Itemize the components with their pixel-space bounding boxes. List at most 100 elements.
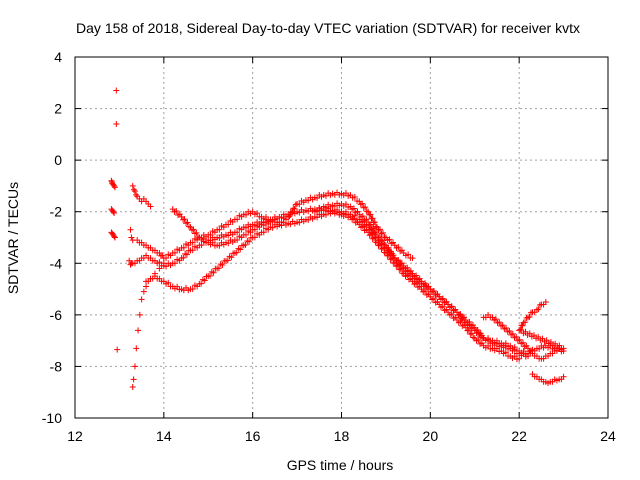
data-point [351,212,358,219]
data-point [516,336,523,343]
data-point [485,336,492,343]
data-point [171,249,178,256]
data-point [286,213,293,220]
y-tick-label: -10 [42,410,62,426]
data-point [542,298,549,305]
data-point [475,336,482,343]
data-point [224,257,231,264]
data-point [334,208,341,215]
data-point [210,269,217,276]
data-point [131,188,138,195]
data-point [191,230,198,237]
data-point [459,314,466,321]
data-point [159,252,166,259]
y-tick-label: -8 [50,358,63,374]
data-point [393,263,400,270]
y-axis-label: SDTVAR / TECUs [5,182,21,294]
data-point [376,234,383,241]
x-tick-label: 22 [511,428,527,444]
data-point [357,201,364,208]
data-point [156,265,163,272]
data-point [287,208,294,215]
data-point [359,200,366,207]
data-point [285,213,292,220]
data-point [502,342,509,349]
data-point [242,241,249,248]
x-tick-label: 18 [334,428,350,444]
data-point [536,302,543,309]
data-point [130,186,137,193]
data-point [200,235,207,242]
data-point [368,231,375,238]
data-point [492,316,499,323]
data-point [456,311,463,318]
data-point [190,226,197,233]
data-point [189,239,196,246]
data-point [262,213,269,220]
data-point [381,249,388,256]
data-point [475,329,482,336]
data-point [111,234,118,241]
data-point [198,242,205,249]
data-point [535,306,542,313]
data-point [390,259,397,266]
data-point [379,237,386,244]
data-point [184,219,191,226]
data-point [384,245,391,252]
data-point [138,296,145,303]
data-point [243,231,250,238]
data-point [369,215,376,222]
data-point [395,257,402,264]
data-point [439,303,446,310]
data-point [430,295,437,302]
data-point [111,233,118,240]
data-point [387,248,394,255]
data-point [387,256,394,263]
data-point [386,248,393,255]
data-point [193,229,200,236]
data-point [342,201,349,208]
data-point [289,209,296,216]
data-point [516,327,523,334]
x-tick-label: 24 [600,428,616,444]
data-point [366,222,373,229]
data-point [133,191,140,198]
data-point [251,234,258,241]
data-point [520,350,527,357]
y-tick-label: -4 [50,255,63,271]
data-point [422,280,429,287]
data-point [372,228,379,235]
data-point [114,346,121,353]
data-point [369,235,376,242]
data-point [448,311,455,318]
data-point [493,340,500,347]
data-point [160,260,167,267]
data-point [560,373,567,380]
data-point [502,349,509,356]
data-point [111,184,118,191]
x-tick-label: 16 [245,428,261,444]
data-point [181,216,188,223]
data-point [528,309,535,316]
data-point [375,242,382,249]
y-tick-label: -2 [50,204,63,220]
data-point [376,226,383,233]
data-point [363,208,370,215]
data-point [366,232,373,239]
data-point [207,272,214,279]
data-point [254,210,261,217]
data-point [290,205,297,212]
data-point [183,251,190,258]
data-point [386,236,393,243]
data-point [466,321,473,328]
data-point [503,325,510,332]
data-point [233,249,240,256]
data-point [225,221,232,228]
data-point [140,288,147,295]
data-point [409,255,416,262]
data-point [422,287,429,294]
data-point [520,319,527,326]
data-point [180,216,187,223]
data-point [372,239,379,246]
